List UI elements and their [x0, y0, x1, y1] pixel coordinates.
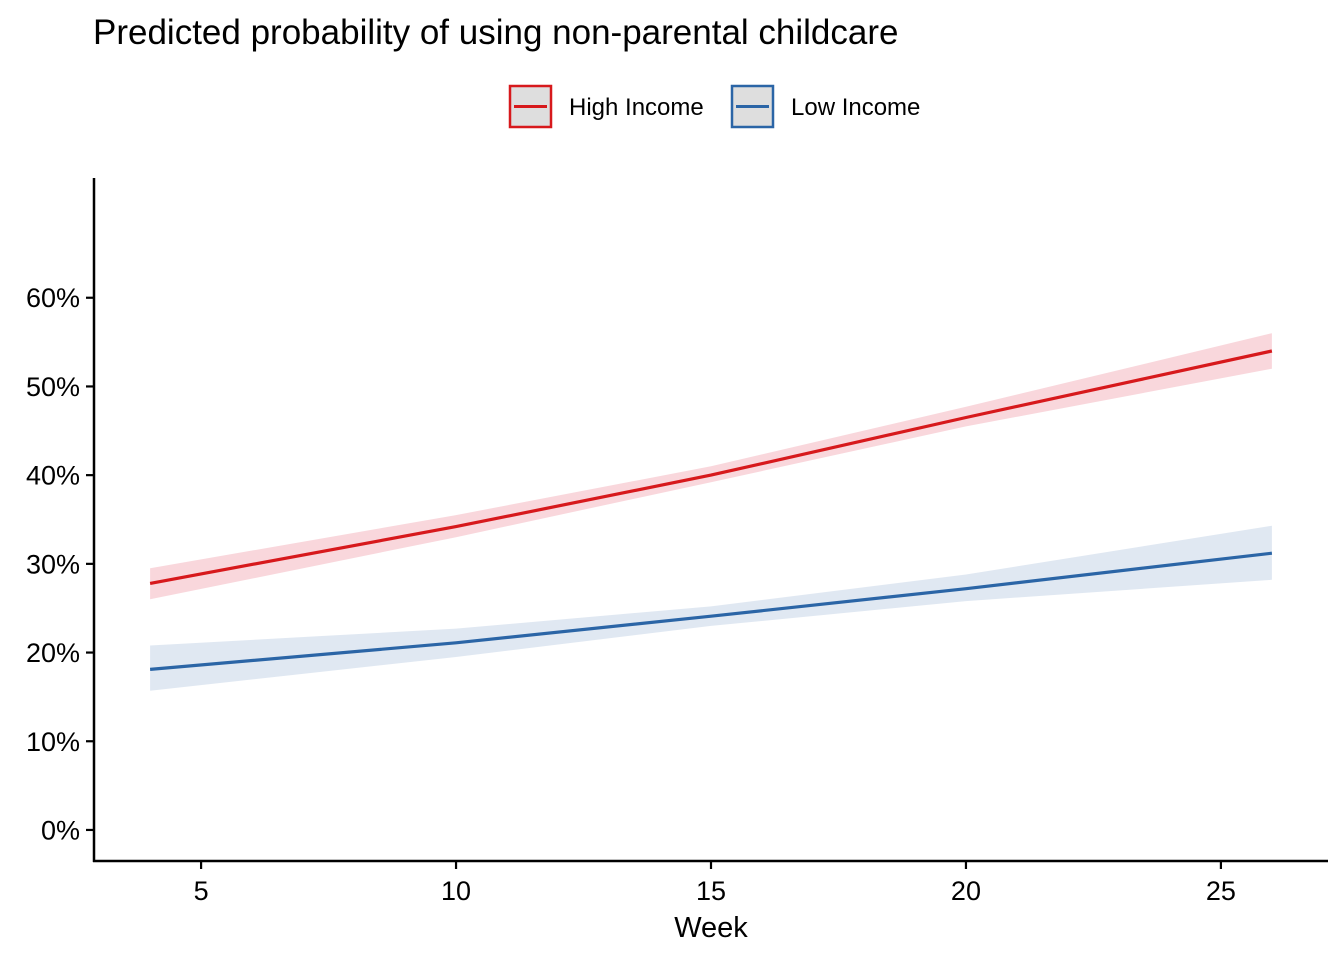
- series-line-low-income: [149, 551, 1273, 671]
- y-axis-ticks: 0% 10% 20% 30% 40% 50% 60%: [26, 283, 94, 845]
- y-tick-label: 0%: [41, 815, 80, 845]
- x-tick-label: 25: [1206, 876, 1236, 906]
- chart-title: Predicted probability of using non-paren…: [93, 13, 898, 52]
- confidence-band-low-income: [150, 525, 1272, 691]
- x-axis-ticks: 5 10 15 20 25: [194, 861, 1236, 906]
- legend-label-low-income: Low Income: [791, 94, 920, 121]
- series-line-high-income: [149, 349, 1273, 585]
- y-tick-label: 30%: [26, 549, 80, 579]
- y-tick-label: 40%: [26, 461, 80, 491]
- legend: High Income Low Income: [508, 84, 920, 129]
- x-tick-label: 20: [951, 876, 981, 906]
- y-tick-label: 50%: [26, 372, 80, 402]
- x-tick-label: 10: [441, 876, 471, 906]
- y-tick-label: 60%: [26, 283, 80, 313]
- x-axis-title: Week: [674, 912, 748, 944]
- y-tick-label: 10%: [26, 727, 80, 757]
- legend-label-high-income: High Income: [569, 94, 704, 121]
- x-tick-label: 15: [696, 876, 726, 906]
- y-tick-label: 20%: [26, 638, 80, 668]
- x-tick-label: 5: [194, 876, 209, 906]
- plot-area: [149, 333, 1273, 691]
